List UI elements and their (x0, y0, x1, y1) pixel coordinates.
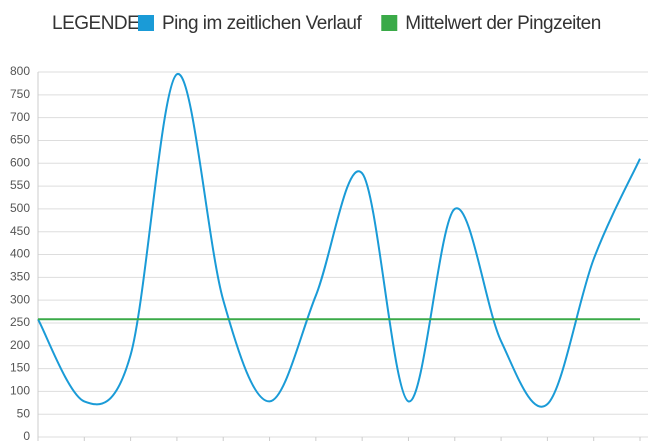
legend-label: Mittelwert der Pingzeiten (405, 13, 601, 34)
y-tick-label: 800 (10, 64, 30, 78)
y-tick-label: 200 (10, 338, 30, 352)
y-tick-label: 300 (10, 292, 30, 306)
y-tick-label: 50 (17, 406, 31, 420)
y-tick-label: 0 (23, 429, 30, 441)
y-tick-label: 500 (10, 201, 30, 215)
series-line (37, 73, 641, 408)
y-tick-label: 400 (10, 247, 30, 261)
y-tick-label: 250 (10, 315, 30, 329)
legend-swatch (381, 15, 398, 31)
legend-swatch (138, 15, 154, 31)
y-tick-label: 650 (10, 133, 30, 147)
y-tick-label: 700 (10, 110, 30, 124)
legend-title: LEGENDE: (52, 13, 144, 34)
y-tick-label: 100 (10, 384, 30, 398)
y-tick-label: 750 (10, 87, 30, 101)
y-tick-label: 450 (10, 224, 30, 238)
y-tick-label: 350 (10, 269, 30, 283)
legend-label: Ping im zeitlichen Verlauf (162, 13, 362, 34)
y-tick-label: 150 (10, 361, 30, 375)
y-tick-label: 600 (10, 155, 30, 169)
y-tick-label: 550 (10, 178, 30, 192)
